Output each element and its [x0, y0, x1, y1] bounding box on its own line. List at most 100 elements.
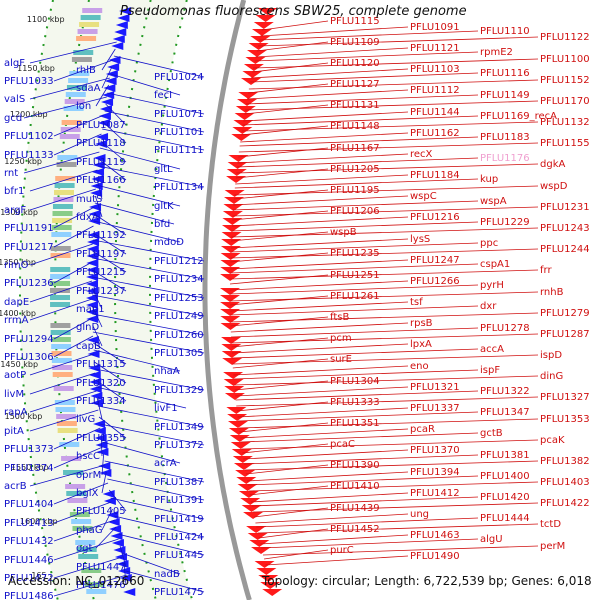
left-gene-label: PFLU1334 — [76, 396, 126, 407]
left-leader-line — [102, 121, 127, 144]
gc-skew-bar — [57, 155, 78, 160]
left-leader-line — [101, 66, 113, 89]
left-leader-line — [91, 276, 205, 299]
left-gene-label: PFLU1413 — [4, 518, 54, 529]
right-leader-line — [231, 227, 539, 238]
left-gene-label: mdoD — [154, 237, 184, 248]
left-leader-line — [53, 482, 109, 505]
left-leader-line — [23, 96, 107, 119]
gc-skew-bar — [72, 526, 93, 531]
feature-arrow-blue — [96, 448, 109, 456]
left-leader-line — [92, 257, 205, 280]
left-leader-line — [97, 165, 205, 188]
left-gene-label: bfr1 — [4, 186, 24, 197]
left-gene-label: acrB — [4, 481, 27, 492]
gc-skew-bar — [67, 498, 88, 503]
right-leader-line — [250, 492, 409, 503]
right-gene-label: PFLU1452 — [330, 524, 380, 535]
left-leader-line — [53, 556, 123, 579]
gc-skew-bar — [61, 120, 82, 125]
feature-arrow-red — [249, 540, 270, 547]
left-gene-label: PFLU1475 — [154, 587, 204, 598]
right-leader-line — [230, 242, 479, 253]
right-gene-label: rpsB — [410, 318, 433, 329]
left-leader-line — [29, 464, 106, 487]
left-gene-label: nadB — [154, 569, 180, 580]
left-gene-label: PFLU1102 — [4, 131, 54, 142]
feature-arrow-red — [221, 351, 242, 358]
tick-label: 1300 kbp — [0, 208, 38, 217]
left-leader-line — [104, 460, 205, 483]
right-gene-label: PFLU1184 — [410, 170, 460, 181]
left-leader-line — [92, 239, 205, 262]
gc-skew-bar — [68, 78, 89, 83]
left-gene-label: rnt — [4, 168, 18, 179]
feature-arrow-blue — [90, 399, 103, 407]
gc-skew-bar — [76, 36, 97, 41]
gc-skew-bar — [60, 127, 81, 132]
left-leader-line — [105, 103, 127, 126]
left-leader-line — [113, 515, 205, 538]
right-leader-line — [240, 432, 479, 443]
left-gene-label: bfd — [154, 219, 170, 230]
left-gene-label: PFLU1404 — [4, 499, 54, 510]
right-gene-label: lpxA — [410, 339, 432, 350]
left-leader-line — [104, 110, 205, 133]
feature-arrow-blue — [86, 294, 99, 302]
right-leader-line — [230, 316, 329, 327]
feature-arrow-red — [257, 8, 278, 15]
right-leader-line — [235, 390, 479, 401]
right-leader-line — [230, 269, 539, 280]
right-gene-label: PFLU1304 — [330, 376, 380, 387]
gc-skew-bar — [54, 183, 75, 188]
right-gene-label: PFLU1149 — [480, 90, 530, 101]
right-gene-label: dxr — [480, 301, 497, 312]
right-gene-label: PFLU1390 — [330, 460, 380, 471]
gc-skew-bar — [66, 491, 87, 496]
left-gene-label: PFLU1249 — [154, 311, 204, 322]
feature-arrow-blue — [90, 182, 103, 190]
gc-skew-bar — [71, 519, 92, 524]
right-leader-line — [236, 163, 539, 174]
feature-arrow-red — [232, 456, 253, 463]
left-leader-line — [29, 77, 110, 100]
right-leader-line — [242, 115, 479, 126]
right-leader-line — [252, 62, 329, 73]
left-gene-label: rhlB — [76, 65, 96, 76]
feature-arrow-blue — [108, 56, 121, 64]
right-gene-label: dinG — [540, 371, 563, 382]
feature-arrow-blue — [119, 574, 132, 582]
left-leader-line — [101, 48, 116, 71]
left-gene-label: gcd — [4, 113, 22, 124]
left-leader-line — [98, 158, 127, 181]
right-gene-label: tsf — [410, 297, 423, 308]
right-leader-line — [230, 295, 329, 306]
right-leader-line — [257, 36, 539, 47]
feature-arrow-red — [252, 29, 273, 36]
right-gene-label: PFLU1116 — [480, 68, 530, 79]
right-gene-label: PFLU1183 — [480, 132, 530, 143]
left-leader-line — [92, 324, 103, 347]
right-gene-label: pyrH — [480, 280, 504, 291]
feature-arrow-blue — [99, 469, 112, 477]
left-leader-line — [98, 416, 127, 439]
right-leader-line — [249, 485, 329, 496]
gc-skew-bar — [77, 29, 98, 34]
gc-skew-bar — [52, 218, 73, 223]
feature-arrow-red — [227, 162, 248, 169]
right-leader-line — [238, 418, 539, 429]
right-gene-label: PFLU1162 — [410, 128, 460, 139]
gc-skew-bar — [86, 589, 107, 594]
feature-arrow-blue — [118, 567, 131, 575]
right-leader-line — [243, 111, 409, 122]
feature-arrow-blue — [87, 238, 100, 246]
right-gene-label: PFLU1333 — [330, 397, 380, 408]
tick-label: 1600 kbp — [20, 517, 58, 526]
left-leader-line — [102, 128, 205, 151]
right-gene-label: PFLU1206 — [330, 206, 380, 217]
right-gene-label: PFLU1152 — [540, 75, 590, 86]
feature-arrow-red — [227, 414, 248, 421]
right-leader-line — [233, 369, 479, 380]
right-leader-line — [232, 354, 539, 365]
feature-arrow-blue — [89, 378, 102, 386]
